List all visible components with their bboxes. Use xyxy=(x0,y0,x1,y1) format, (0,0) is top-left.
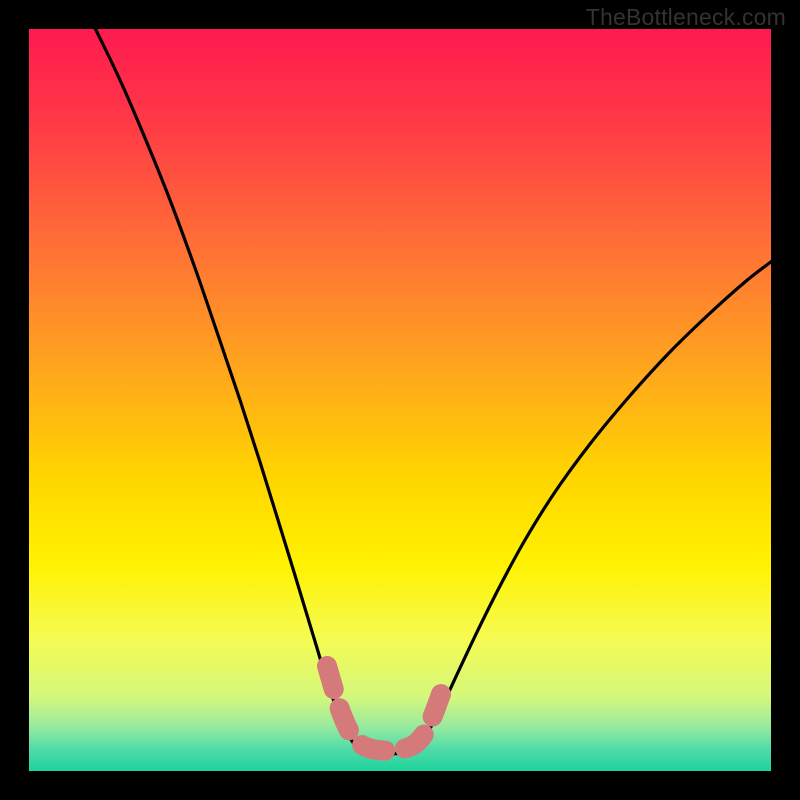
bottleneck-chart xyxy=(0,0,800,800)
plot-background xyxy=(28,28,772,772)
watermark-text: TheBottleneck.com xyxy=(586,4,786,31)
